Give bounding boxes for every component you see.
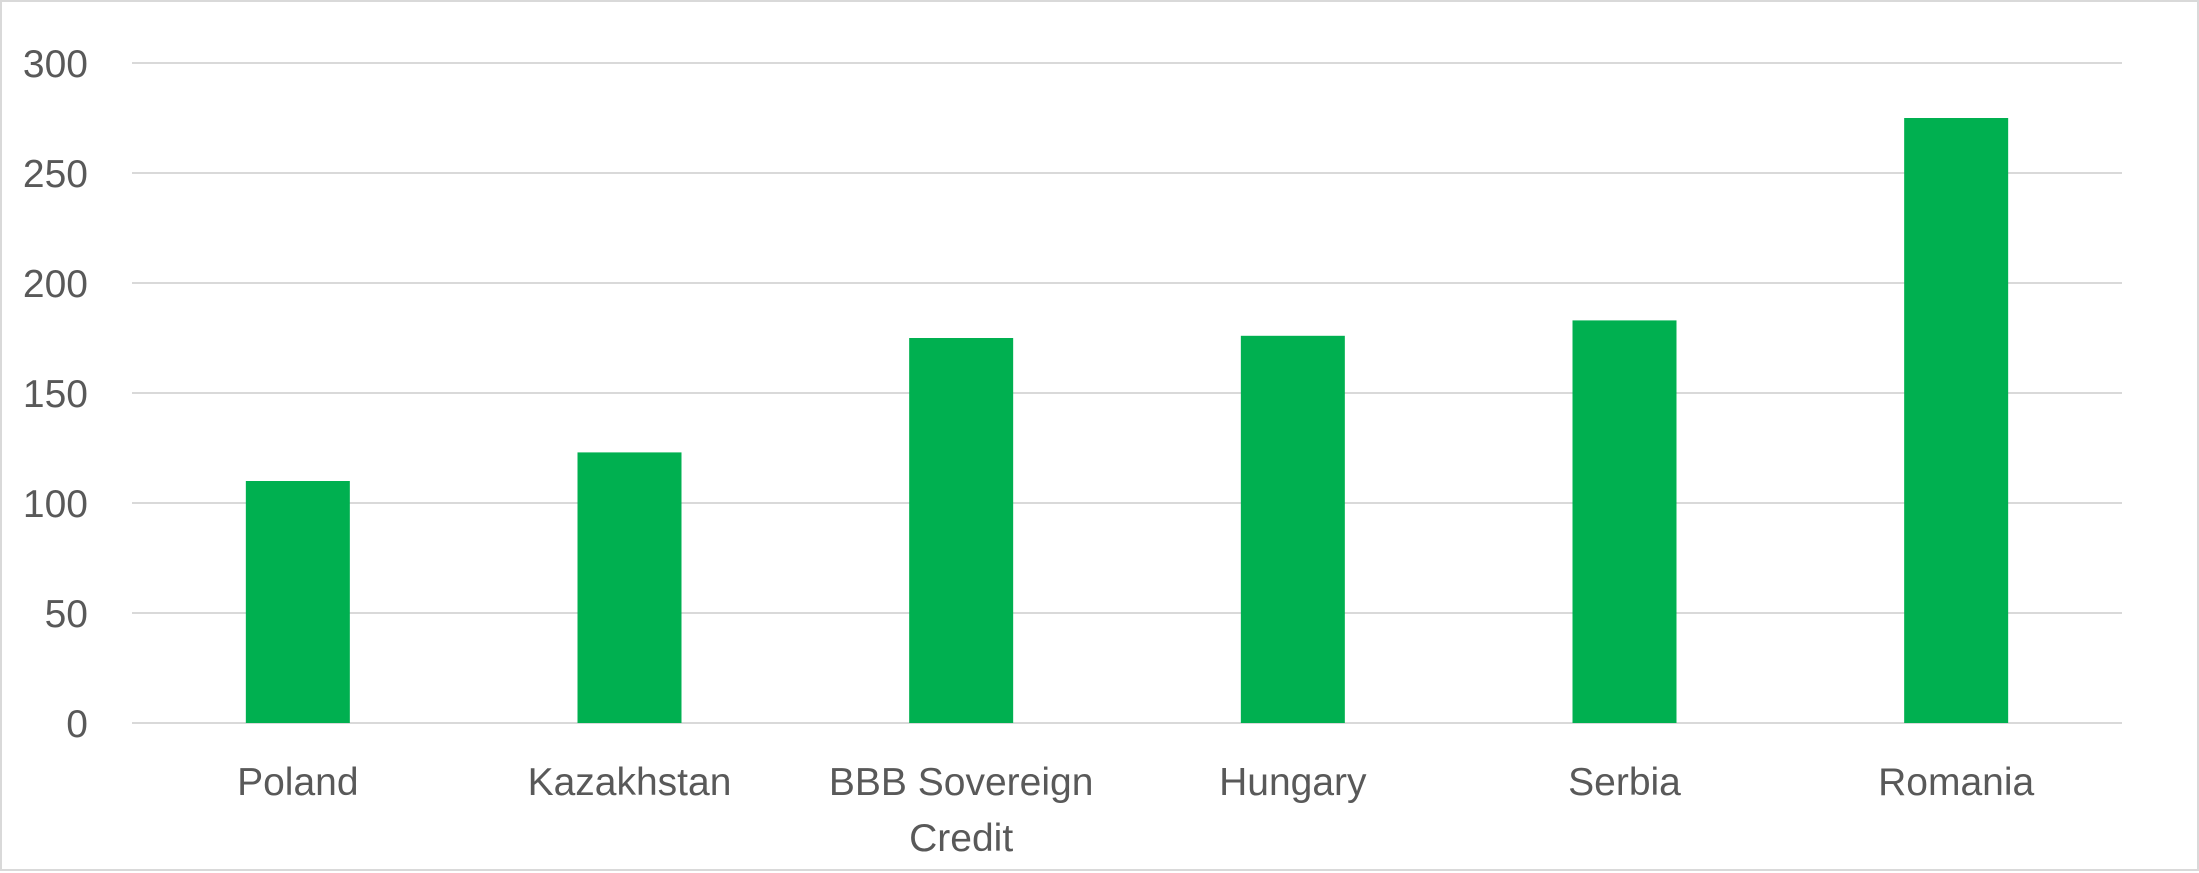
bar (245, 481, 350, 723)
x-tick-label: Hungary (1219, 761, 1367, 804)
x-tick-label: Romania (1878, 761, 2034, 804)
bar (577, 452, 682, 723)
y-axis-ticks: 0 50 100 150 200 250 300 (23, 43, 88, 746)
bar (1904, 118, 2009, 723)
x-tick-label: Kazakhstan (528, 761, 732, 804)
y-tick-label: 0 (66, 703, 88, 746)
bar (1572, 320, 1677, 723)
x-tick-label: BBB Sovereign Credit (829, 761, 1094, 860)
gridlines (132, 62, 2122, 724)
y-tick-label: 150 (23, 373, 88, 416)
y-tick-label: 100 (23, 483, 88, 526)
y-tick-label: 250 (23, 153, 88, 196)
bar (909, 338, 1014, 723)
y-tick-label: 50 (45, 593, 88, 636)
bars (245, 118, 2009, 723)
x-tick-label: Serbia (1568, 761, 1681, 804)
y-tick-label: 300 (23, 43, 88, 86)
x-axis-labels: Poland Kazakhstan BBB Sovereign Credit Hunga… (237, 761, 2034, 860)
bar (1240, 335, 1345, 723)
y-tick-label: 200 (23, 263, 88, 306)
x-tick-label: Poland (237, 761, 358, 804)
